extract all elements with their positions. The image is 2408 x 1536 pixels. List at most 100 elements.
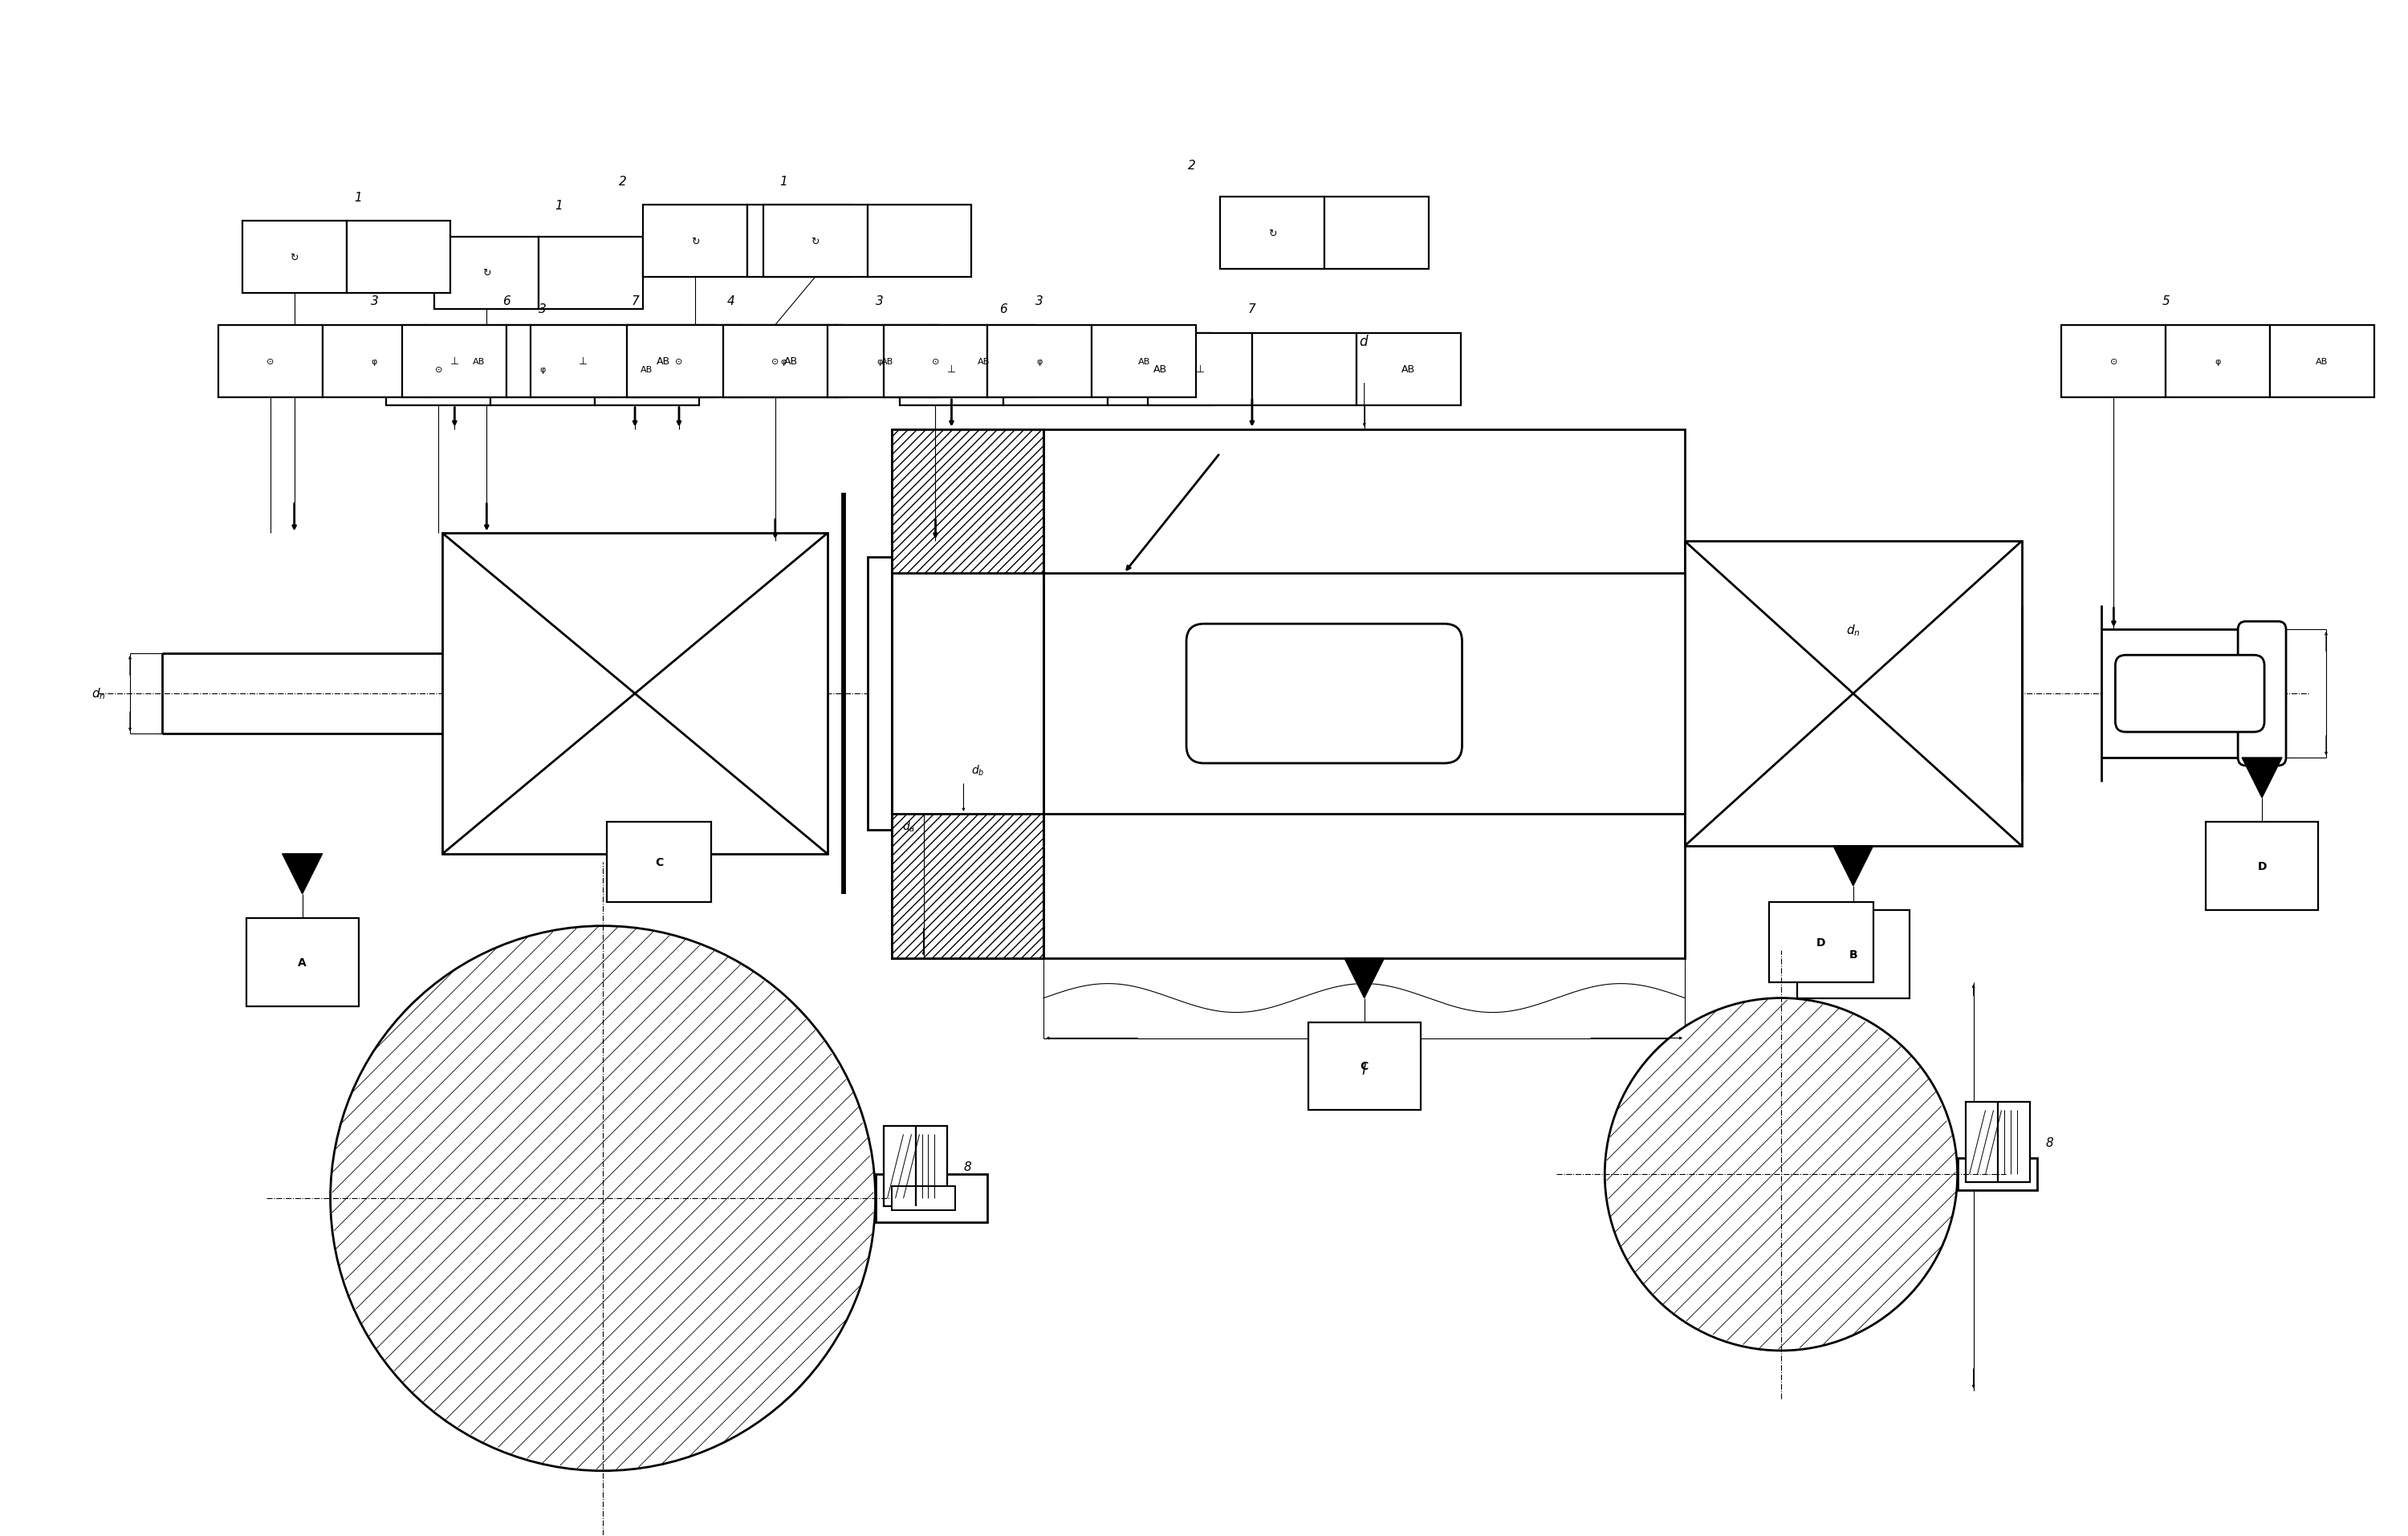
Text: AB: AB — [881, 358, 893, 366]
Text: ↻: ↻ — [482, 269, 491, 278]
Polygon shape — [282, 854, 323, 894]
Text: 8: 8 — [2044, 1137, 2054, 1149]
Bar — [1108, 333, 1211, 406]
Text: ↻: ↻ — [289, 252, 299, 263]
Bar — [891, 430, 1043, 958]
Bar — [739, 326, 843, 398]
Bar — [891, 814, 1043, 958]
Text: 3: 3 — [1035, 295, 1043, 307]
Text: A: A — [299, 957, 306, 968]
Bar — [2271, 326, 2374, 398]
Bar — [1043, 574, 1686, 814]
Text: $d_a$: $d_a$ — [903, 819, 915, 833]
Text: 7: 7 — [1247, 304, 1257, 315]
Bar — [932, 326, 1035, 398]
Text: $d$: $d$ — [1358, 335, 1370, 349]
Bar — [530, 326, 636, 398]
Bar — [722, 326, 828, 398]
Text: AB: AB — [472, 358, 484, 366]
Polygon shape — [2242, 757, 2283, 799]
FancyBboxPatch shape — [2237, 622, 2285, 766]
Text: 3: 3 — [371, 295, 378, 307]
Text: 1: 1 — [780, 175, 787, 187]
Text: 3: 3 — [539, 304, 547, 315]
Bar — [636, 326, 739, 398]
Text: ⊥: ⊥ — [578, 356, 588, 367]
Bar — [595, 333, 698, 406]
Text: φ: φ — [2215, 358, 2220, 366]
Bar — [732, 326, 836, 398]
Text: B: B — [1849, 949, 1857, 960]
Bar — [891, 430, 1043, 574]
Bar — [1091, 326, 1197, 398]
Text: 1: 1 — [554, 200, 563, 212]
Text: 7: 7 — [631, 295, 638, 307]
Text: $l$: $l$ — [1361, 1063, 1368, 1078]
Bar — [1965, 1103, 2030, 1183]
Bar — [323, 326, 426, 398]
Text: ↻: ↻ — [811, 237, 819, 247]
Text: 6: 6 — [999, 304, 1007, 315]
Text: 5: 5 — [2162, 295, 2170, 307]
Bar — [607, 822, 710, 902]
Bar — [347, 221, 450, 293]
Text: φ: φ — [780, 358, 785, 366]
Bar — [836, 326, 939, 398]
Polygon shape — [1344, 958, 1385, 998]
Bar — [2061, 326, 2165, 398]
Text: 4: 4 — [727, 295, 734, 307]
Bar — [1221, 197, 1324, 269]
Bar — [2102, 630, 2247, 757]
Text: ⊥: ⊥ — [450, 356, 460, 367]
Bar — [1324, 197, 1428, 269]
Bar — [1356, 333, 1462, 406]
Text: AB: AB — [1137, 358, 1151, 366]
Bar — [867, 558, 891, 829]
Bar — [1796, 911, 1910, 998]
Text: 2: 2 — [619, 175, 626, 187]
Bar — [385, 333, 491, 406]
Text: ⊙: ⊙ — [771, 358, 778, 366]
Text: ⊙: ⊙ — [267, 358, 275, 366]
Text: $d_n$: $d_n$ — [1847, 622, 1861, 637]
Bar — [884, 1126, 946, 1206]
Text: 1: 1 — [354, 192, 361, 203]
Bar — [1686, 542, 2023, 846]
Text: D: D — [1816, 937, 1825, 948]
Bar — [2206, 822, 2319, 911]
Bar — [884, 326, 987, 398]
Text: ↻: ↻ — [691, 237, 698, 247]
Bar — [1149, 333, 1252, 406]
Text: 2: 2 — [1187, 160, 1197, 172]
Text: $d_b$: $d_b$ — [970, 763, 985, 777]
Bar — [539, 238, 643, 309]
Bar — [506, 326, 612, 398]
Bar — [746, 206, 852, 278]
Bar — [426, 326, 530, 398]
Text: ↻: ↻ — [1269, 229, 1276, 238]
Text: ⊙: ⊙ — [932, 358, 939, 366]
Bar — [901, 333, 1004, 406]
Bar — [987, 326, 1091, 398]
Text: $d_n$: $d_n$ — [92, 687, 106, 702]
FancyBboxPatch shape — [2114, 656, 2264, 733]
Bar — [1308, 1023, 1421, 1111]
Text: AB: AB — [655, 356, 669, 367]
Text: 8: 8 — [963, 1160, 970, 1172]
Text: φ: φ — [877, 358, 881, 366]
Text: AB: AB — [785, 356, 797, 367]
Text: φ: φ — [1038, 358, 1043, 366]
Bar — [491, 333, 595, 406]
Bar — [1770, 902, 1873, 982]
Text: C: C — [1361, 1061, 1368, 1072]
Bar — [626, 326, 732, 398]
Text: 3: 3 — [877, 295, 884, 307]
Text: ⊙: ⊙ — [2109, 358, 2117, 366]
Bar — [1252, 333, 1356, 406]
Text: φ: φ — [539, 366, 547, 373]
Bar — [246, 919, 359, 1006]
Polygon shape — [1832, 846, 1873, 886]
Bar — [891, 574, 1043, 814]
Bar — [1004, 333, 1108, 406]
Text: ⊙: ⊙ — [674, 358, 684, 366]
